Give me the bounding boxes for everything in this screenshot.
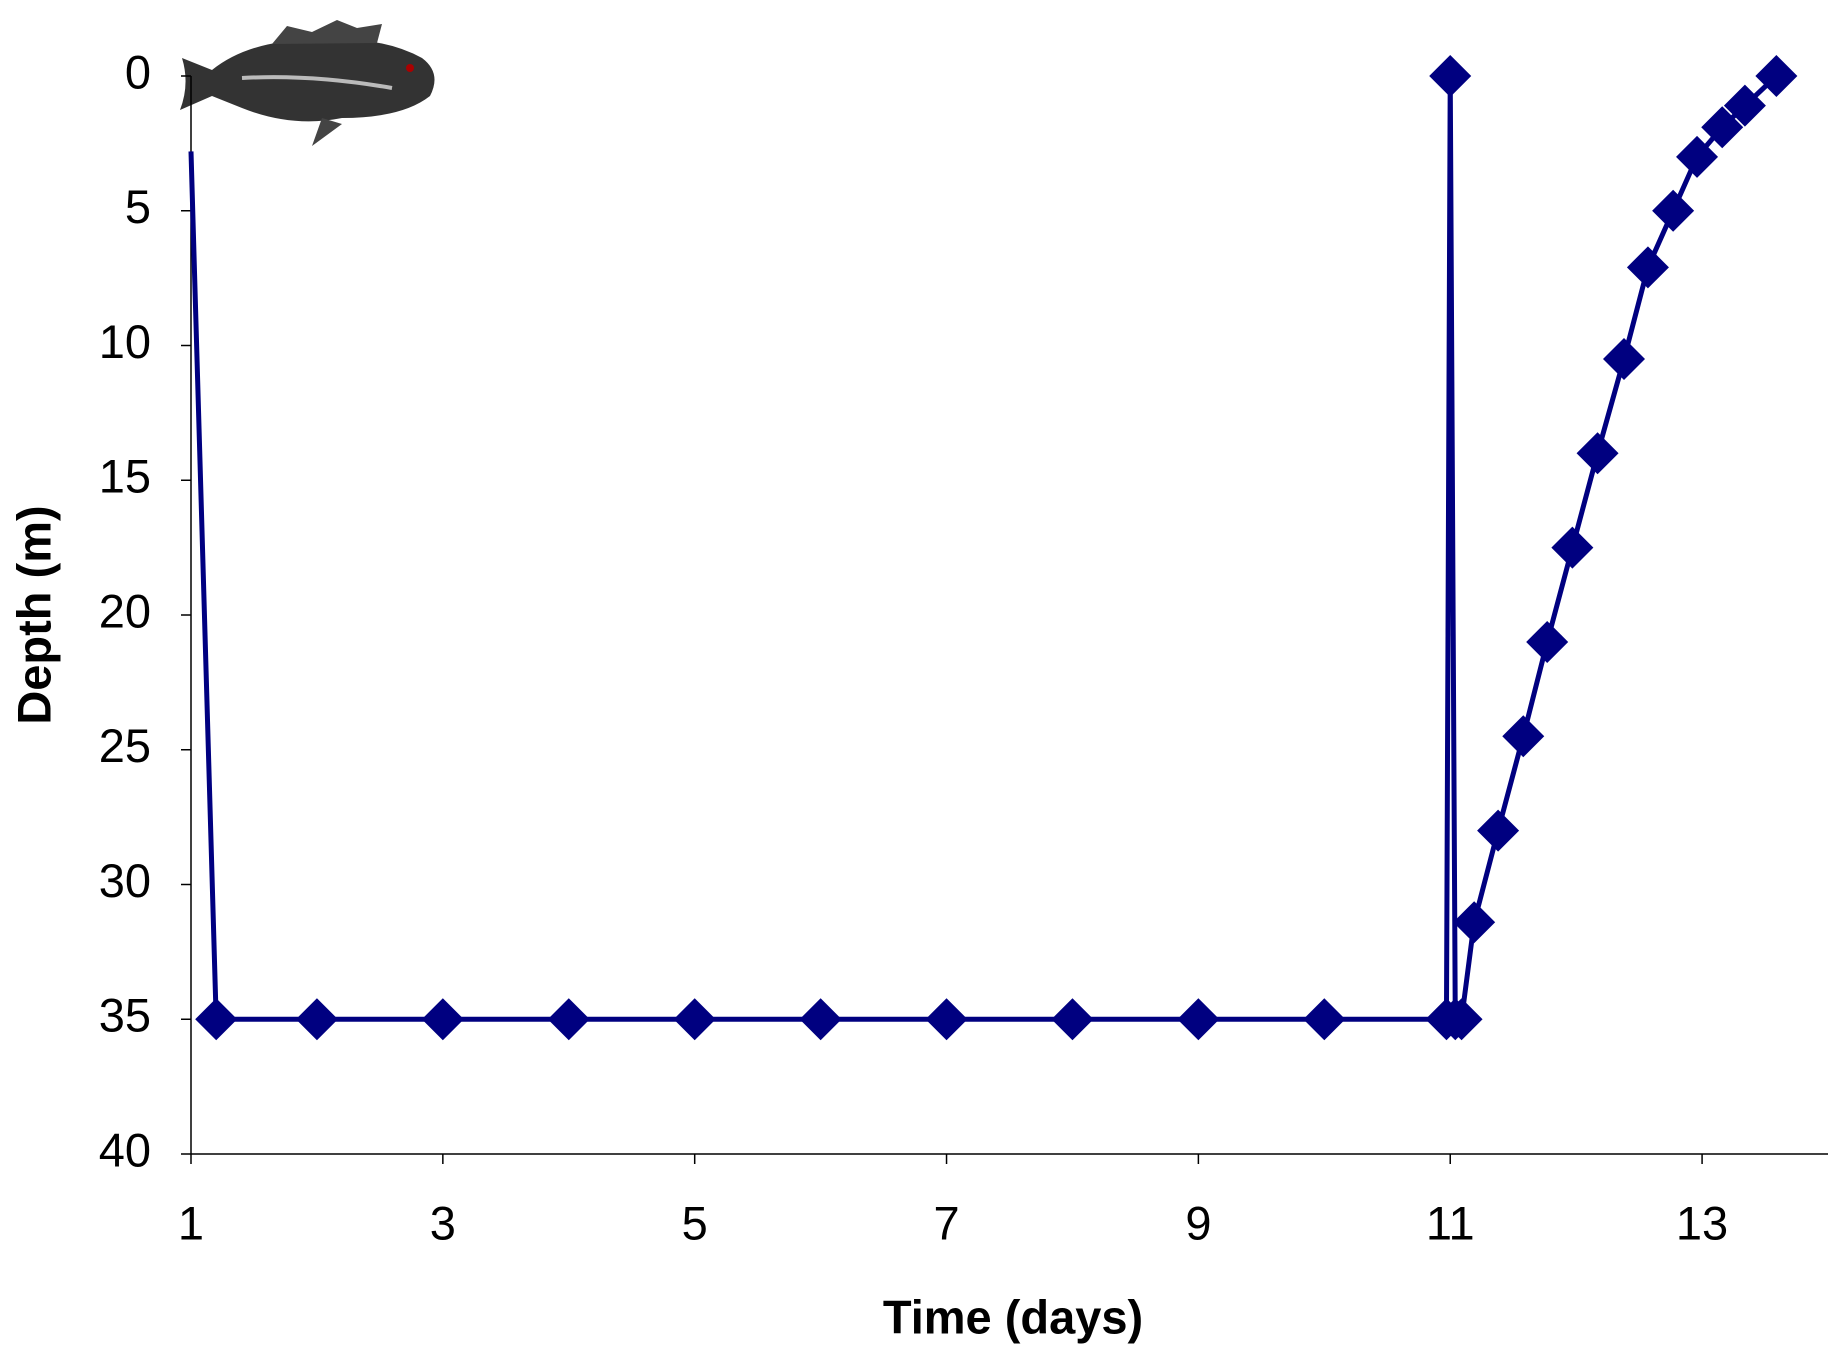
marker: [1303, 998, 1345, 1040]
chart: Time (days) Depth (m) 051015202530354013…: [0, 0, 1841, 1352]
y-tick-label: 40: [99, 1123, 151, 1176]
marker: [1502, 715, 1544, 757]
marker: [674, 998, 716, 1040]
y-tick-label: 25: [99, 719, 151, 772]
x-tick-label: 3: [430, 1196, 456, 1249]
x-tick-label: 7: [933, 1196, 959, 1249]
x-tick-label: 11: [1426, 1196, 1475, 1249]
y-tick-label: 15: [99, 450, 151, 503]
marker: [1051, 998, 1093, 1040]
marker: [1453, 901, 1495, 943]
marker: [1477, 810, 1519, 852]
x-tick-label: 1: [178, 1196, 204, 1249]
y-tick-label: 10: [99, 315, 151, 368]
y-axis-title: Depth (m): [7, 505, 60, 724]
series-line: [191, 76, 1776, 1019]
marker: [1526, 621, 1568, 663]
marker: [926, 998, 968, 1040]
marker: [296, 998, 338, 1040]
marker: [1551, 527, 1593, 569]
fish-illustration: [180, 20, 435, 146]
x-tick-label: 13: [1676, 1196, 1728, 1249]
x-axis-title: Time (days): [883, 1290, 1143, 1343]
marker: [195, 998, 237, 1040]
y-tick-label: 5: [125, 180, 151, 233]
x-tick-label: 5: [682, 1196, 708, 1249]
marker: [1652, 190, 1694, 232]
y-tick-label: 35: [99, 989, 151, 1042]
marker: [1177, 998, 1219, 1040]
marker: [422, 998, 464, 1040]
y-tick-label: 0: [125, 45, 151, 98]
marker: [1429, 55, 1471, 97]
marker: [1577, 432, 1619, 474]
y-tick-label: 20: [99, 584, 151, 637]
y-tick-label: 30: [99, 854, 151, 907]
marker: [548, 998, 590, 1040]
marker: [800, 998, 842, 1040]
x-tick-label: 9: [1185, 1196, 1211, 1249]
marker: [1603, 338, 1645, 380]
marker: [1627, 246, 1669, 288]
